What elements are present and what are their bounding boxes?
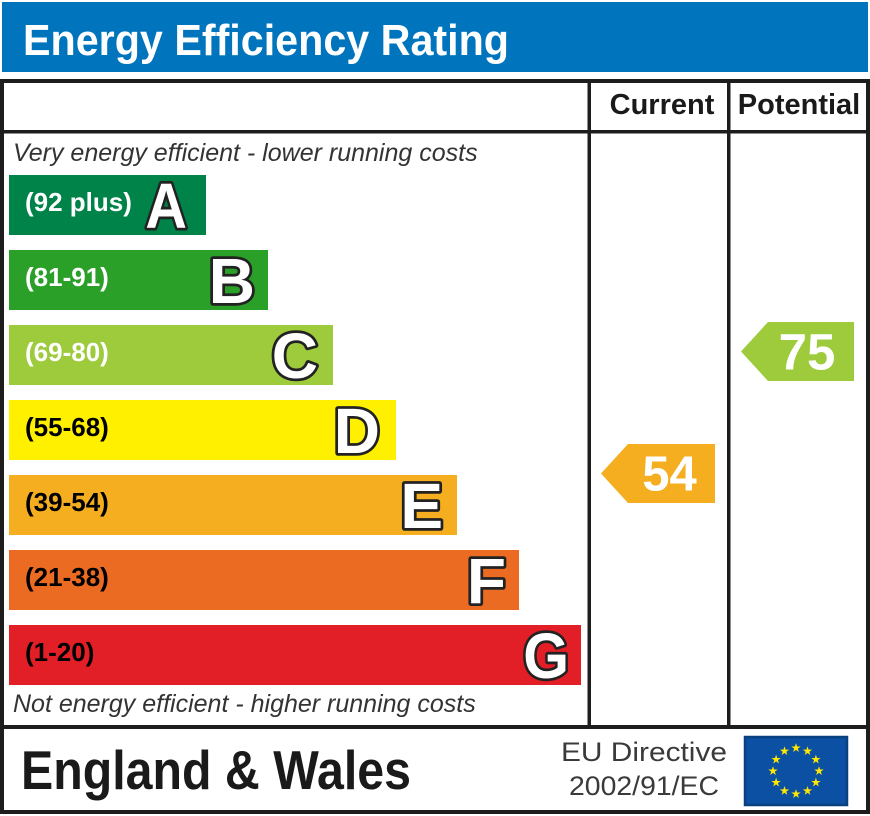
svg-text:B: B: [209, 245, 255, 317]
svg-text:A: A: [145, 170, 187, 241]
svg-text:EU Directive: EU Directive: [561, 737, 727, 767]
svg-text:England & Wales: England & Wales: [21, 739, 411, 801]
svg-text:(81-91): (81-91): [25, 262, 109, 292]
svg-text:Energy Efficiency Rating: Energy Efficiency Rating: [23, 16, 509, 65]
svg-text:Not energy efficient - higher: Not energy efficient - higher running co…: [13, 690, 476, 718]
svg-text:E: E: [400, 470, 443, 542]
svg-text:54: 54: [642, 448, 697, 502]
svg-text:2002/91/EC: 2002/91/EC: [569, 771, 719, 801]
svg-text:F: F: [467, 545, 506, 617]
svg-text:C: C: [272, 320, 318, 392]
svg-text:Current: Current: [610, 89, 715, 121]
svg-text:D: D: [334, 395, 380, 467]
svg-text:(21-38): (21-38): [25, 562, 109, 592]
svg-text:Very energy efficient - lower: Very energy efficient - lower running co…: [13, 139, 478, 167]
svg-text:(92 plus): (92 plus): [25, 187, 132, 217]
svg-text:(39-54): (39-54): [25, 487, 109, 517]
svg-text:75: 75: [779, 324, 836, 381]
svg-text:G: G: [523, 621, 569, 693]
svg-text:Potential: Potential: [738, 89, 860, 121]
svg-text:(69-80): (69-80): [25, 337, 109, 367]
svg-text:(1-20): (1-20): [25, 637, 94, 667]
svg-text:(55-68): (55-68): [25, 412, 109, 442]
